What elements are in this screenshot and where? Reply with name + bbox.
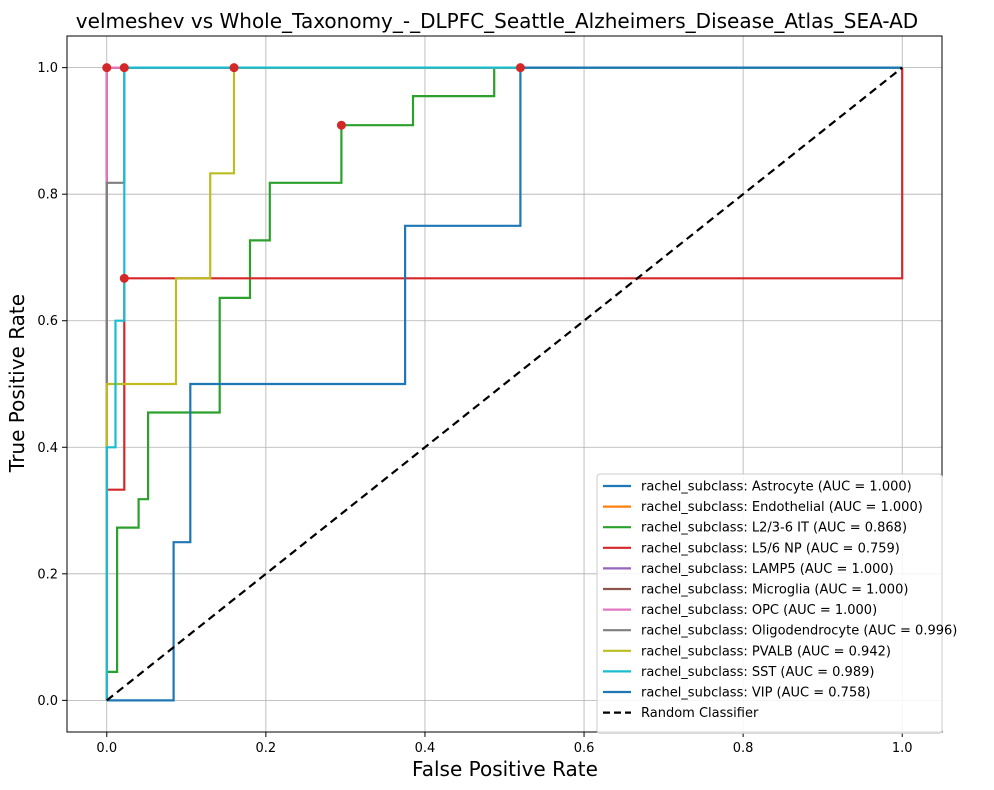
plot-frame (66, 35, 943, 733)
legend-entry: rachel_subclass: Oligodendrocyte (AUC = … (641, 624, 957, 639)
series-line (105, 66, 903, 701)
x-tick-label: 1.0 (892, 741, 913, 756)
legend-entry: rachel_subclass: VIP (AUC = 0.758) (641, 686, 871, 701)
x-axis-label: False Positive Rate (412, 757, 598, 781)
y-tick-label: 0.2 (37, 567, 58, 582)
threshold-marker (119, 63, 129, 73)
legend-entry: rachel_subclass: LAMP5 (AUC = 1.000) (641, 562, 894, 577)
y-axis-ticks: 0.0 0.2 0.4 0.6 0.8 1.0 (37, 61, 67, 709)
legend-entry: rachel_subclass: L2/3-6 IT (AUC = 0.868) (641, 521, 907, 536)
y-axis-label: True Positive Rate (5, 294, 29, 473)
legend-box (596, 473, 943, 734)
legend-entry: Random Classifier (641, 706, 759, 721)
chart-title: velmeshev vs Whole_Taxonomy_-_DLPFC_Seat… (76, 9, 918, 33)
y-tick-label: 0.6 (37, 314, 58, 329)
x-tick-label: 0.4 (415, 741, 436, 756)
legend-entry: rachel_subclass: Astrocyte (AUC = 1.000) (641, 480, 912, 495)
x-tick-label: 0.8 (733, 741, 754, 756)
legend-entry: rachel_subclass: L5/6 NP (AUC = 0.759) (641, 541, 900, 556)
x-tick-label: 0.2 (256, 741, 277, 756)
legend-entry: rachel_subclass: Microglia (AUC = 1.000) (641, 583, 908, 598)
plot-markers (102, 63, 525, 283)
x-axis-ticks: 0.0 0.2 0.4 0.6 0.8 1.0 (96, 732, 913, 756)
y-tick-label: 0.4 (37, 441, 58, 456)
series-line (105, 66, 903, 701)
threshold-marker (515, 63, 525, 73)
y-tick-label: 1.0 (37, 61, 58, 76)
threshold-marker (229, 63, 239, 73)
legend-entry: rachel_subclass: Endothelial (AUC = 1.00… (641, 500, 923, 515)
legend: rachel_subclass: Astrocyte (AUC = 1.000)… (596, 473, 957, 734)
threshold-marker (336, 120, 346, 130)
y-tick-label: 0.0 (37, 694, 58, 709)
series-line (106, 66, 903, 702)
x-tick-label: 0.6 (574, 741, 595, 756)
threshold-marker (119, 273, 129, 283)
x-tick-label: 0.0 (96, 741, 117, 756)
legend-entry: rachel_subclass: SST (AUC = 0.989) (641, 665, 874, 680)
series-line (106, 66, 903, 702)
legend-entry: rachel_subclass: OPC (AUC = 1.000) (641, 603, 877, 618)
y-tick-label: 0.8 (37, 188, 58, 203)
threshold-marker (102, 63, 112, 73)
legend-entry: rachel_subclass: PVALB (AUC = 0.942) (641, 644, 891, 659)
